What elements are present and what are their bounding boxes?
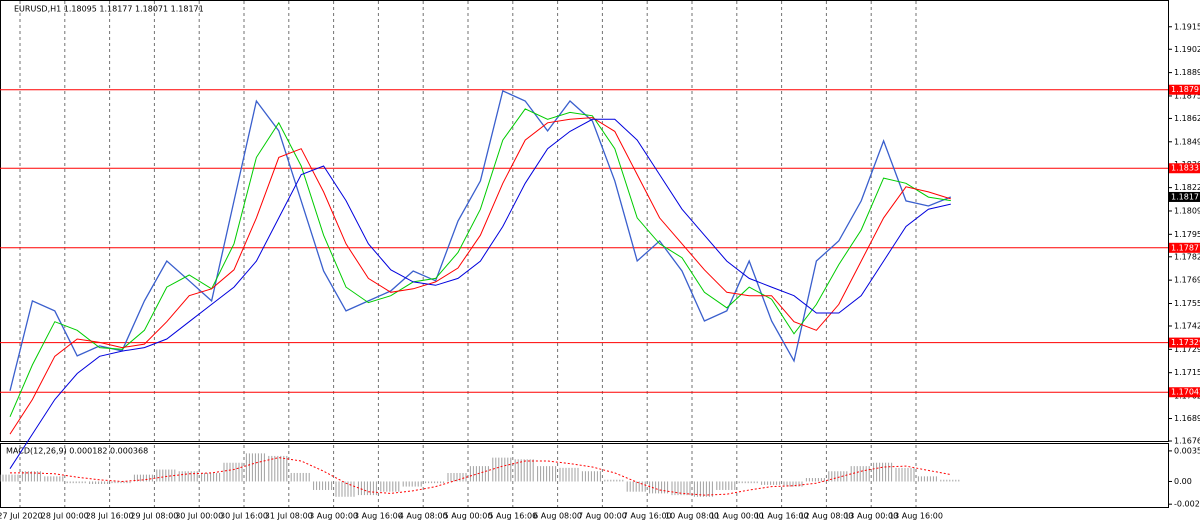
- x-tick-label: 12 Aug 08:00: [799, 512, 853, 521]
- x-tick-label: 4 Aug 08:00: [399, 512, 448, 521]
- x-tick-label: 28 Jul 00:00: [41, 512, 89, 521]
- x-tick-label: 6 Aug 08:00: [533, 512, 582, 521]
- x-tick-label: 13 Aug 16:00: [889, 512, 943, 521]
- y-tick-label: 1.16890: [1174, 414, 1200, 423]
- x-tick-label: 30 Jul 16:00: [220, 512, 268, 521]
- y-tick-label: 1.17825: [1174, 252, 1200, 261]
- price-pane: [0, 0, 1169, 442]
- price-line: [9, 118, 951, 469]
- y-tick-label: 1.19025: [1174, 45, 1200, 54]
- y-tick-label: 1.17555: [1174, 299, 1200, 308]
- current-price-box: [1169, 191, 1200, 202]
- level-label: 1.17877: [1171, 243, 1200, 252]
- price-line: [9, 117, 951, 435]
- x-tick-label: 5 Aug 16:00: [488, 512, 537, 521]
- y-tick-label: 1.17955: [1174, 230, 1200, 239]
- y-tick-label: 0.00: [1174, 477, 1192, 486]
- level-label-box: [1169, 387, 1200, 398]
- x-tick-label: 11 Aug 00:00: [710, 512, 764, 521]
- y-tick-label: 0.00359: [1174, 446, 1200, 455]
- y-tick-label: 1.18625: [1174, 114, 1200, 123]
- y-tick-label: 1.17690: [1174, 276, 1200, 285]
- level-label-box: [1169, 242, 1200, 253]
- x-tick-label: 27 Jul 2020: [0, 512, 43, 521]
- y-tick-label: 1.18225: [1174, 183, 1200, 192]
- price-line: [9, 108, 951, 417]
- level-label-box: [1169, 84, 1200, 95]
- y-tick-label: 1.17290: [1174, 345, 1200, 354]
- x-tick-label: 5 Aug 00:00: [444, 512, 493, 521]
- current-price-label: 1.18171: [1171, 192, 1200, 201]
- x-tick-label: 3 Aug 16:00: [354, 512, 403, 521]
- x-tick-label: 13 Aug 00:00: [844, 512, 898, 521]
- signal-line: [10, 457, 951, 496]
- x-tick-label: 10 Aug 08:00: [665, 512, 719, 521]
- level-label: 1.18337: [1171, 164, 1200, 173]
- y-tick-label: -0.00267: [1174, 500, 1200, 509]
- y-tick-label: 1.18090: [1174, 206, 1200, 215]
- y-tick-label: 1.19155: [1174, 22, 1200, 31]
- y-tick-label: 1.18890: [1174, 68, 1200, 77]
- x-tick-label: 29 Jul 08:00: [130, 512, 178, 521]
- x-tick-label: 28 Jul 16:00: [86, 512, 134, 521]
- chart-title: EURUSD,H1 1.18095 1.18177 1.18071 1.1817…: [14, 5, 204, 14]
- y-tick-label: 1.18755: [1174, 91, 1200, 100]
- x-tick-label: 30 Jul 00:00: [175, 512, 223, 521]
- y-tick-label: 1.17155: [1174, 368, 1200, 377]
- x-tick-label: 7 Aug 16:00: [623, 512, 672, 521]
- price-line: [9, 89, 952, 391]
- x-tick-label: 31 Jul 08:00: [265, 512, 313, 521]
- level-label: 1.17329: [1171, 338, 1200, 347]
- level-label-box: [1169, 163, 1200, 174]
- x-tick-label: 11 Aug 16:00: [755, 512, 809, 521]
- macd-pane: [0, 443, 1169, 508]
- level-label: 1.17042: [1171, 388, 1200, 397]
- y-tick-label: 1.18490: [1174, 137, 1200, 146]
- level-label-box: [1169, 337, 1200, 348]
- y-tick-label: 1.17425: [1174, 321, 1200, 330]
- x-tick-label: 7 Aug 00:00: [578, 512, 627, 521]
- x-tick-label: 3 Aug 00:00: [309, 512, 358, 521]
- macd-title: MACD(12,26,9) 0.000182 0.000368: [6, 447, 148, 456]
- y-tick-label: 1.16760: [1174, 437, 1200, 446]
